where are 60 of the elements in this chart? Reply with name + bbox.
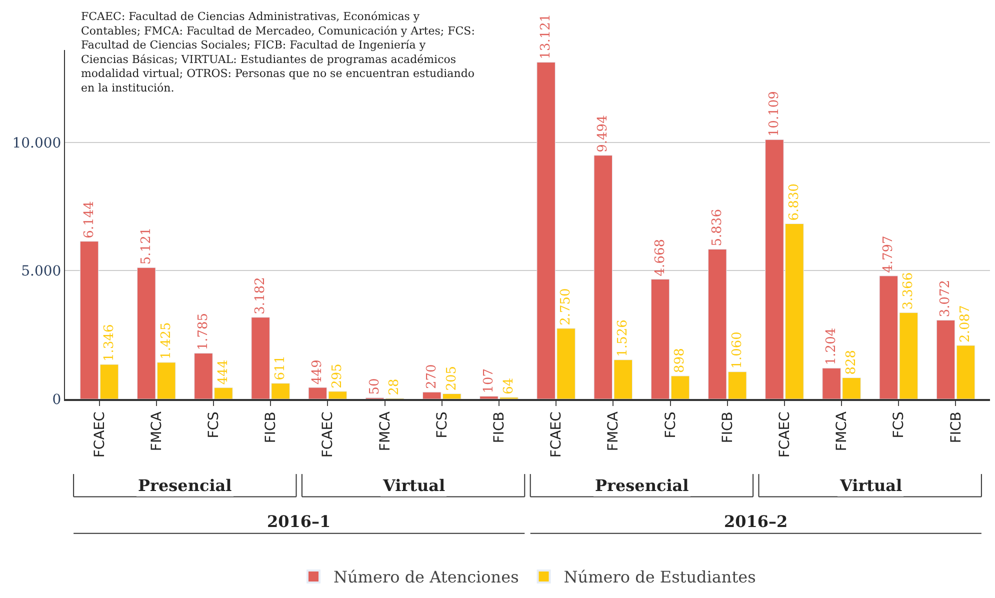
x-tick-label: FCS [206,411,222,438]
data-label: 1.785 [196,312,211,350]
data-label: 295 [330,364,346,388]
data-label: 1.346 [102,324,117,362]
data-label: 898 [672,348,688,373]
text: Virtual [382,476,446,495]
data-label: 449 [310,360,326,384]
legend-label: Número de Estudiantes [564,568,756,587]
legend-label: Número de Atenciones [334,568,519,587]
data-label: 444 [216,360,231,385]
data-label: 1.526 [616,320,631,357]
y-tick-label: 10.000 [12,135,62,152]
x-tick-label: FCS [434,411,450,438]
x-tick-label: FICB [263,412,280,444]
x-tick-label: FMCA [834,411,850,452]
x-tick-label: FMCA [148,411,165,452]
data-label: 13.121 [538,14,554,60]
data-label: 4.668 [652,238,668,276]
data-label: 64 [501,378,516,394]
data-label: 6.830 [786,184,802,221]
data-label: 4.797 [881,236,896,273]
data-label: 828 [844,350,860,375]
x-tick-label: FCAEC [320,411,336,458]
data-label: 107 [481,368,496,394]
text: Presencial [138,476,232,495]
y-tick-label: 5.000 [21,264,62,280]
data-label: 28 [387,378,402,396]
data-label: 10.109 [766,91,782,137]
data-label: 1.425 [158,322,174,360]
text: 2016–1 [267,512,331,531]
x-tick-label: FCAEC [92,411,108,458]
data-label: 205 [444,366,460,391]
y-tick-label: 0 [52,392,62,408]
data-label: 50 [367,378,382,395]
data-label: 270 [424,364,440,390]
text: 2016–2 [724,512,788,531]
x-tick-label: FICB [720,412,736,444]
data-label: 3.072 [938,280,954,318]
x-tick-label: FMCA [377,411,394,452]
data-label: 3.182 [253,277,268,314]
data-label: 1.204 [824,328,840,366]
x-tick-label: FCS [662,411,679,438]
text: Presencial [595,476,689,495]
x-tick-label: FICB [948,412,964,444]
data-label: 2.087 [958,305,974,342]
data-label: 3.366 [901,272,916,310]
x-tick-label: FCAEC [776,411,793,458]
annotation: FCAEC: Facultad de Ciencias Administrativas, Económicas y Contables; FMCA: Facultad de Mercadeo, Comunicación y Artes; FCS: Facultad de Ciencias Sociales; FICB: Facultad de Ingeniería y Ciencias Básicas; VIRTUAL: Estudiantes de programas académicos modalidad virtual; OTROS: Personas que no se encuentran estudiando en la institución. [81,10,475,94]
data-label: 5.836 [710,209,725,246]
data-label: 2.750 [558,288,574,326]
x-tick-label: FCS [891,411,908,438]
data-label: 611 [273,355,288,380]
data-label: 1.060 [730,332,745,369]
data-label: 9.494 [596,115,611,152]
x-tick-label: FMCA [606,411,622,452]
x-tick-label: FCAEC [548,411,565,458]
text: Virtual [839,476,902,495]
data-label: 5.121 [138,227,154,265]
data-label: 6.144 [82,201,97,238]
x-tick-label: FICB [492,412,508,444]
